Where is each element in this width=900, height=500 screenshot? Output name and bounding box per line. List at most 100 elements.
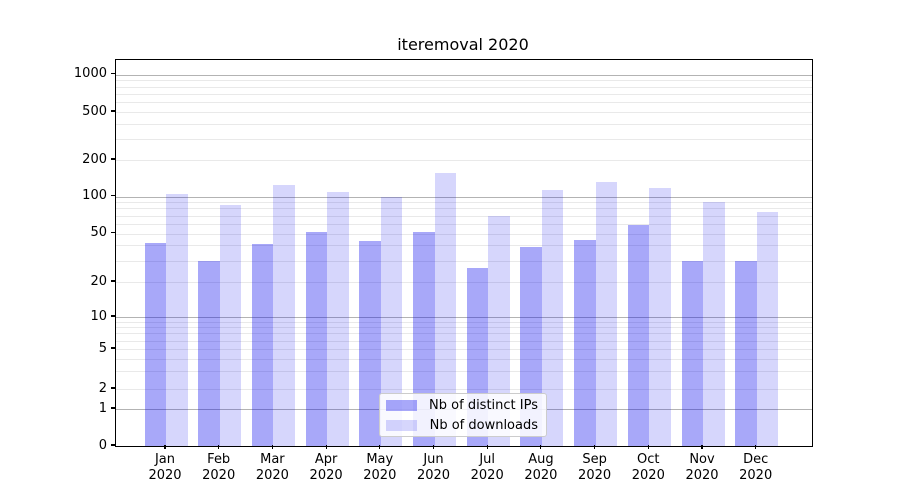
x-tick-year: 2020 <box>685 467 719 483</box>
y-tick-mark <box>111 194 115 197</box>
bar-sep-ips <box>574 240 596 446</box>
bar-dec-downloads <box>756 211 779 446</box>
y-tick-label: 200 <box>82 151 107 167</box>
bar-jun-downloads <box>434 173 456 446</box>
bar-oct-downloads <box>649 187 671 446</box>
gridline-minor <box>116 138 812 140</box>
y-tick-mark <box>111 72 115 75</box>
x-tick-label: Jul 2020 <box>459 452 515 483</box>
y-tick-mark <box>111 110 115 112</box>
legend-swatch <box>386 419 417 431</box>
gridline-major <box>116 74 812 76</box>
bar-feb-downloads <box>219 205 242 446</box>
x-tick-mark <box>325 445 327 449</box>
x-tick-label: Nov 2020 <box>674 452 730 483</box>
bar-apr-downloads <box>327 192 349 446</box>
y-tick-mark <box>111 231 115 234</box>
gridline-minor <box>116 340 812 342</box>
gridline-minor <box>116 215 812 217</box>
x-tick-year: 2020 <box>470 467 504 483</box>
x-tick-mark <box>379 445 381 449</box>
gridline-minor <box>116 389 812 390</box>
plot-area: Nb of distinct IPs Nb of downloads <box>115 59 813 447</box>
legend-entry: Nb of distinct IPs <box>386 398 538 413</box>
y-tick-label: 100 <box>82 188 107 203</box>
x-tick-mark <box>540 445 542 449</box>
y-tick-label: 1000 <box>73 66 107 81</box>
y-tick-label: 10 <box>90 308 107 324</box>
bar-sep-downloads <box>595 181 618 446</box>
bar-may-downloads <box>380 196 403 446</box>
x-tick-mark <box>432 445 435 449</box>
x-tick-year: 2020 <box>578 467 612 483</box>
x-tick-label: Oct 2020 <box>620 452 676 483</box>
x-tick-mark <box>594 445 596 449</box>
gridline-minor <box>116 123 812 125</box>
y-tick-label: 2 <box>98 380 107 396</box>
gridline-minor <box>116 86 812 88</box>
x-tick-year: 2020 <box>524 467 558 483</box>
y-tick-label: 0 <box>98 437 107 453</box>
y-tick-mark <box>111 407 115 409</box>
x-tick-label: Dec 2020 <box>728 452 784 483</box>
bar-mar-downloads <box>273 184 295 446</box>
y-tick-label: 50 <box>90 225 107 240</box>
y-tick-mark <box>111 347 115 349</box>
bar-may-ips <box>359 241 381 446</box>
gridline-minor <box>116 333 812 335</box>
gridline-minor <box>116 371 812 373</box>
x-tick-label: Aug 2020 <box>513 452 569 483</box>
y-tick-mark <box>111 444 115 446</box>
y-tick-label: 20 <box>90 273 107 289</box>
gridline-minor <box>116 223 812 225</box>
y-tick-mark <box>111 280 115 282</box>
gridline-minor <box>116 160 812 161</box>
x-tick-year: 2020 <box>148 467 182 483</box>
bar-jul-downloads <box>488 215 510 446</box>
y-tick-mark <box>111 387 115 389</box>
gridline-minor <box>116 93 812 95</box>
chart-title: iteremoval 2020 <box>397 35 529 54</box>
gridline-minor <box>116 327 812 329</box>
bar-nov-ips <box>681 260 703 446</box>
bar-feb-ips <box>198 260 220 446</box>
y-tick-label: 500 <box>82 103 107 119</box>
bar-jan-ips <box>144 242 166 446</box>
bar-oct-ips <box>627 224 650 446</box>
x-tick-year: 2020 <box>631 467 665 483</box>
gridline-minor <box>116 208 812 210</box>
gridline-major <box>116 196 812 198</box>
x-tick-year: 2020 <box>202 467 236 483</box>
x-tick-mark <box>486 445 488 449</box>
legend-label: Nb of downloads <box>429 417 538 433</box>
legend-label: Nb of distinct IPs <box>429 397 538 413</box>
legend-swatch <box>386 399 417 411</box>
y-tick-mark <box>111 315 115 317</box>
x-tick-label: Jun 2020 <box>406 452 462 483</box>
x-tick-year: 2020 <box>255 467 289 483</box>
x-tick-year: 2020 <box>363 467 397 483</box>
x-tick-label: Feb 2020 <box>191 452 247 483</box>
x-tick-mark <box>218 445 220 449</box>
gridline-minor <box>116 245 812 247</box>
y-tick-mark <box>111 158 115 160</box>
gridline-minor <box>116 102 812 104</box>
gridline-minor <box>116 321 812 323</box>
bar-nov-downloads <box>703 202 725 446</box>
bar-dec-ips <box>735 260 757 446</box>
x-tick-label: Jan 2020 <box>137 452 193 483</box>
bar-aug-downloads <box>541 190 564 446</box>
x-tick-label: Sep 2020 <box>567 452 623 483</box>
bar-mar-ips <box>251 244 274 446</box>
x-tick-year: 2020 <box>416 467 451 483</box>
gridline-major <box>116 317 812 318</box>
x-tick-label: Apr 2020 <box>298 452 354 483</box>
legend: Nb of distinct IPs Nb of downloads <box>379 393 547 437</box>
x-tick-mark <box>755 445 757 449</box>
gridline-minor <box>116 80 812 82</box>
x-tick-label: Mar 2020 <box>244 452 300 483</box>
gridline-minor <box>116 202 812 204</box>
gridline-minor <box>116 112 812 113</box>
legend-entry: Nb of downloads <box>386 418 538 433</box>
